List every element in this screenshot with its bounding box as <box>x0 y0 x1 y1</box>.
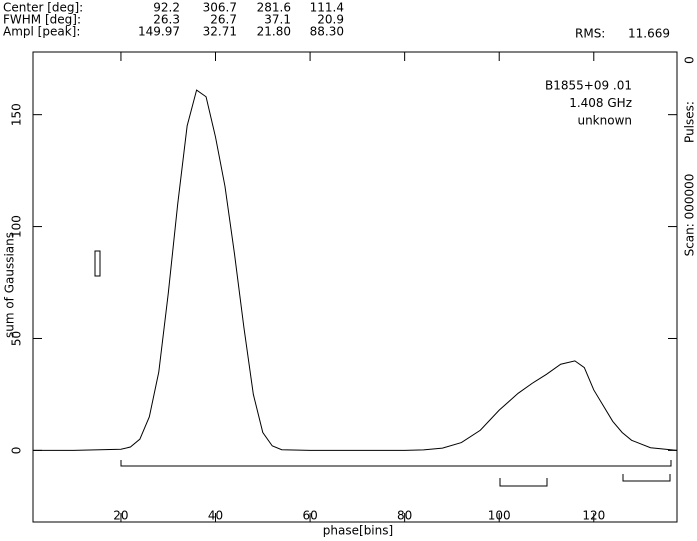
annotation: unknown <box>577 114 632 128</box>
annotation: B1855+09 .01 <box>545 79 632 93</box>
rms-bar <box>94 250 101 277</box>
x-axis-label: phase[bins] <box>323 524 393 538</box>
side-label: Pulses: <box>683 101 697 143</box>
rms-label: RMS: <box>575 27 605 41</box>
header-value: 26.7 <box>210 13 237 27</box>
window-bracket <box>622 474 671 482</box>
header-value: 32.71 <box>203 25 237 39</box>
x-tick-label: 100 <box>488 509 511 523</box>
header-value: 281.6 <box>257 1 291 15</box>
side-label: 0 <box>683 56 697 64</box>
y-tick-label: 50 <box>10 331 24 346</box>
x-tick-label: 60 <box>302 509 317 523</box>
windows <box>120 460 672 487</box>
y-tick-label: 100 <box>10 215 24 238</box>
header-label: Center [deg]: <box>3 1 83 15</box>
header-label: FWHM [deg]: <box>3 13 81 27</box>
window-bracket <box>120 460 672 467</box>
plot-frame <box>32 51 678 523</box>
x-tick-label: 120 <box>582 509 605 523</box>
header-value: 111.4 <box>310 1 344 15</box>
x-tick-label: 40 <box>208 509 223 523</box>
x-tick-label: 80 <box>397 509 412 523</box>
header-label: Ampl [peak]: <box>3 25 80 39</box>
annotation: 1.408 GHz <box>569 96 632 110</box>
rms-value: 11.669 <box>628 27 670 41</box>
header-value: 92.2 <box>153 1 180 15</box>
profile-line <box>33 89 678 451</box>
header-value: 20.9 <box>317 13 344 27</box>
header-value: 88.30 <box>310 25 344 39</box>
header-value: 37.1 <box>264 13 291 27</box>
header-value: 149.97 <box>138 25 180 39</box>
y-axis-label: sum of Gaussians <box>3 232 17 338</box>
header-value: 306.7 <box>203 1 237 15</box>
side-label: Scan: 000000 <box>683 174 697 257</box>
window-bracket <box>499 478 548 487</box>
header-value: 21.80 <box>257 25 291 39</box>
x-tick-label: 20 <box>113 509 128 523</box>
y-tick-label: 0 <box>10 447 24 455</box>
y-tick-label: 150 <box>10 103 24 126</box>
header-value: 26.3 <box>153 13 180 27</box>
